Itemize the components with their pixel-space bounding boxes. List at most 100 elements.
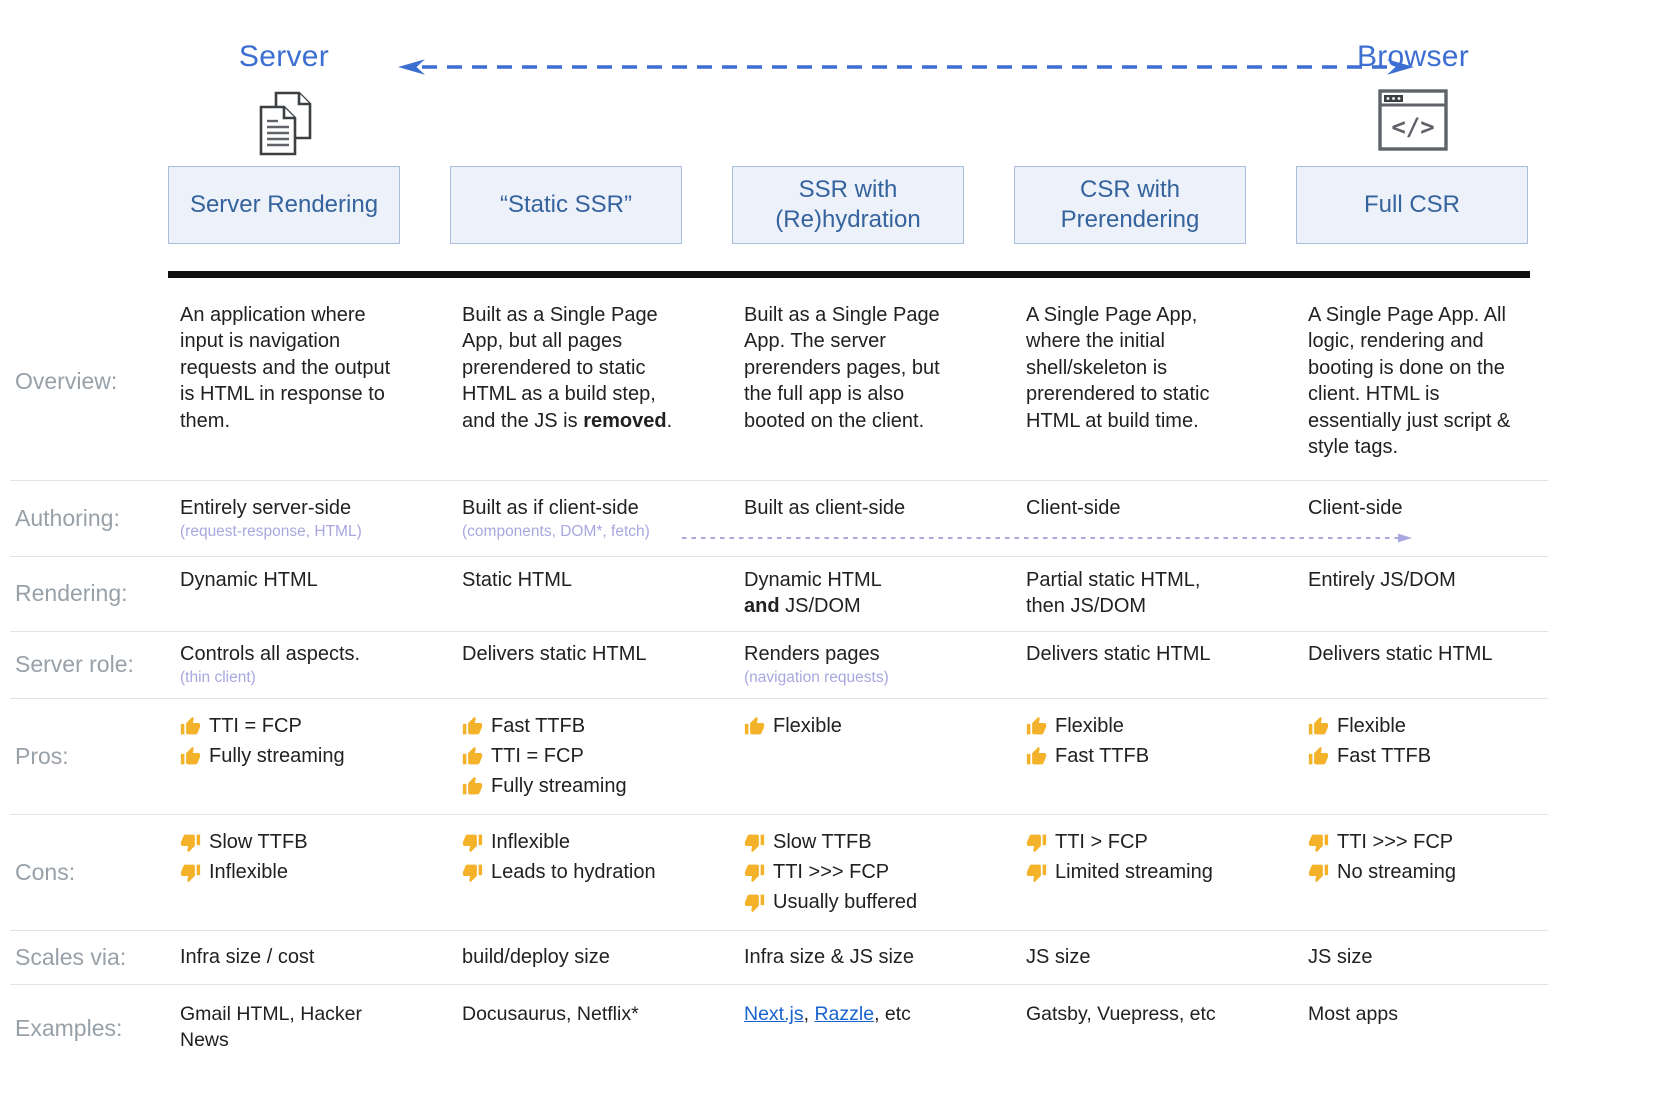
con-item: No streaming xyxy=(1308,860,1540,885)
pros-cell-static-ssr: Fast TTFB TTI = FCP Fully streaming xyxy=(462,714,694,799)
thumbs-down-icon xyxy=(1308,832,1329,853)
overview-cell-full-csr: A Single Page App. All logic, rendering … xyxy=(1308,304,1511,458)
table-row-authoring: Authoring: Entirely server-side (request… xyxy=(10,481,1548,557)
cell-subnote: (navigation requests) xyxy=(744,668,889,686)
examples-cell-full-csr: Most apps xyxy=(1308,1003,1398,1026)
thumbs-up-icon xyxy=(180,746,201,767)
thumbs-up-icon xyxy=(462,746,483,767)
thumbs-down-icon xyxy=(1308,862,1329,883)
thumbs-up-icon xyxy=(1308,716,1329,737)
row-label-cons: Cons: xyxy=(15,859,76,886)
cons-cell-ssr-rehydration: Slow TTFB TTI >>> FCP Usually buffered xyxy=(744,830,976,915)
server-role-cell-csr-prerendering: Delivers static HTML xyxy=(1026,642,1211,665)
pros-cell-full-csr: Flexible Fast TTFB xyxy=(1308,714,1540,769)
rendering-cell-csr-prerendering: Partial static HTML, then JS/DOM xyxy=(1026,568,1201,618)
examples-cell-ssr-rehydration: Next.js, Razzle, etc xyxy=(744,1002,976,1028)
thumbs-down-icon xyxy=(180,832,201,853)
cons-cell-csr-prerendering: TTI > FCP Limited streaming xyxy=(1026,830,1258,885)
pros-cell-ssr-rehydration: Flexible xyxy=(744,714,976,739)
table-row-scales-via: Scales via: Infra size / cost build/depl… xyxy=(10,931,1548,986)
con-item: TTI >>> FCP xyxy=(744,860,976,885)
razzle-link[interactable]: Razzle xyxy=(814,1003,875,1026)
authoring-cell-csr-prerendering: Client-side xyxy=(1026,497,1121,520)
browser-endpoint-label: Browser xyxy=(1356,40,1470,73)
row-label-overview: Overview: xyxy=(15,367,118,394)
svg-text:</>: </> xyxy=(1391,113,1434,141)
pro-item: Fast TTFB xyxy=(1026,744,1258,769)
examples-cell-server-rendering: Gmail HTML, Hacker News xyxy=(180,1003,363,1052)
scales-cell-static-ssr: build/deploy size xyxy=(462,946,610,969)
row-label-authoring: Authoring: xyxy=(15,505,120,532)
overview-cell-server-rendering: An application where input is navigation… xyxy=(180,304,391,432)
cell-subnote: (request-response, HTML) xyxy=(180,523,362,541)
authoring-cell-ssr-rehydration: Built as client-side xyxy=(744,497,906,520)
examples-separator: , xyxy=(803,1003,815,1026)
overview-cell-ssr-rehydration: Built as a Single Page App. The server p… xyxy=(744,304,940,432)
table-row-cons: Cons: Slow TTFB Inflexible Inflexible Le… xyxy=(10,815,1548,932)
thumbs-down-icon xyxy=(744,832,765,853)
authoring-cell-static-ssr: Built as if client-side (components, DOM… xyxy=(462,495,694,542)
cell-subnote: (thin client) xyxy=(180,668,256,686)
table-row-rendering: Rendering: Dynamic HTML Static HTML Dyna… xyxy=(10,557,1548,632)
column-header-csr-prerendering: CSR with Prerendering xyxy=(1014,166,1246,244)
row-label-rendering: Rendering: xyxy=(15,579,128,606)
thumbs-down-icon xyxy=(462,832,483,853)
thumbs-up-icon xyxy=(462,776,483,797)
cell-subnote: (components, DOM*, fetch) xyxy=(462,523,650,541)
thumbs-down-icon xyxy=(180,862,201,883)
scales-cell-full-csr: JS size xyxy=(1308,946,1373,969)
server-browser-spectrum-arrow-icon xyxy=(398,59,1414,75)
table-row-server-role: Server role: Controls all aspects. (thin… xyxy=(10,632,1548,700)
cons-cell-full-csr: TTI >>> FCP No streaming xyxy=(1308,830,1540,885)
thumbs-up-icon xyxy=(1308,746,1329,767)
scales-cell-csr-prerendering: JS size xyxy=(1026,946,1091,969)
rendering-cell-ssr-rehydration: Dynamic HTML and JS/DOM xyxy=(744,568,882,618)
rendering-cell-server-rendering: Dynamic HTML xyxy=(180,568,318,591)
header-divider xyxy=(168,271,1530,278)
con-item: Limited streaming xyxy=(1026,860,1258,885)
column-headers: Server Rendering “Static SSR” SSR with (… xyxy=(168,166,1678,244)
browser-window-icon: </> xyxy=(1378,89,1448,151)
thumbs-up-icon xyxy=(462,716,483,737)
column-header-ssr-rehydration: SSR with (Re)hydration xyxy=(732,166,964,244)
con-item: Leads to hydration xyxy=(462,860,694,885)
con-item: Usually buffered xyxy=(744,890,976,915)
con-item: Slow TTFB xyxy=(744,830,976,855)
server-role-cell-full-csr: Delivers static HTML xyxy=(1308,642,1493,665)
authoring-cell-full-csr: Client-side xyxy=(1308,497,1403,520)
pro-item: TTI = FCP xyxy=(462,744,694,769)
con-item: TTI >>> FCP xyxy=(1308,830,1540,855)
pro-item: Fully streaming xyxy=(180,744,412,769)
examples-etc-text: , etc xyxy=(874,1003,911,1026)
pro-item: Flexible xyxy=(1308,714,1540,739)
scales-cell-server-rendering: Infra size / cost xyxy=(180,946,315,969)
rendering-cell-static-ssr: Static HTML xyxy=(462,568,573,591)
thumbs-down-icon xyxy=(744,862,765,883)
thumbs-up-icon xyxy=(1026,746,1047,767)
table-row-pros: Pros: TTI = FCP Fully streaming Fast TTF… xyxy=(10,699,1548,816)
pro-item: Fast TTFB xyxy=(1308,744,1540,769)
thumbs-down-icon xyxy=(1026,832,1047,853)
row-label-pros: Pros: xyxy=(15,743,69,770)
rendering-cell-full-csr: Entirely JS/DOM xyxy=(1308,568,1456,591)
server-endpoint-label: Server xyxy=(238,40,330,73)
examples-cell-csr-prerendering: Gatsby, Vuepress, etc xyxy=(1026,1003,1216,1026)
cons-cell-static-ssr: Inflexible Leads to hydration xyxy=(462,830,694,885)
pro-item: Fast TTFB xyxy=(462,714,694,739)
pros-cell-csr-prerendering: Flexible Fast TTFB xyxy=(1026,714,1258,769)
column-header-static-ssr: “Static SSR” xyxy=(450,166,682,244)
row-label-server-role: Server role: xyxy=(15,650,134,677)
thumbs-down-icon xyxy=(744,892,765,913)
column-header-full-csr: Full CSR xyxy=(1296,166,1528,244)
server-role-cell-server-rendering: Controls all aspects. (thin client) xyxy=(180,641,412,688)
nextjs-link[interactable]: Next.js xyxy=(744,1003,804,1026)
row-label-scales-via: Scales via: xyxy=(15,944,127,971)
con-item: Inflexible xyxy=(462,830,694,855)
overview-cell-csr-prerendering: A Single Page App, where the initial she… xyxy=(1026,304,1210,432)
examples-cell-static-ssr: Docusaurus, Netflix* xyxy=(462,1003,639,1026)
column-header-server-rendering: Server Rendering xyxy=(168,166,400,244)
pro-item: Flexible xyxy=(744,714,976,739)
server-role-cell-ssr-rehydration: Renders pages (navigation requests) xyxy=(744,641,976,688)
pro-item: Flexible xyxy=(1026,714,1258,739)
